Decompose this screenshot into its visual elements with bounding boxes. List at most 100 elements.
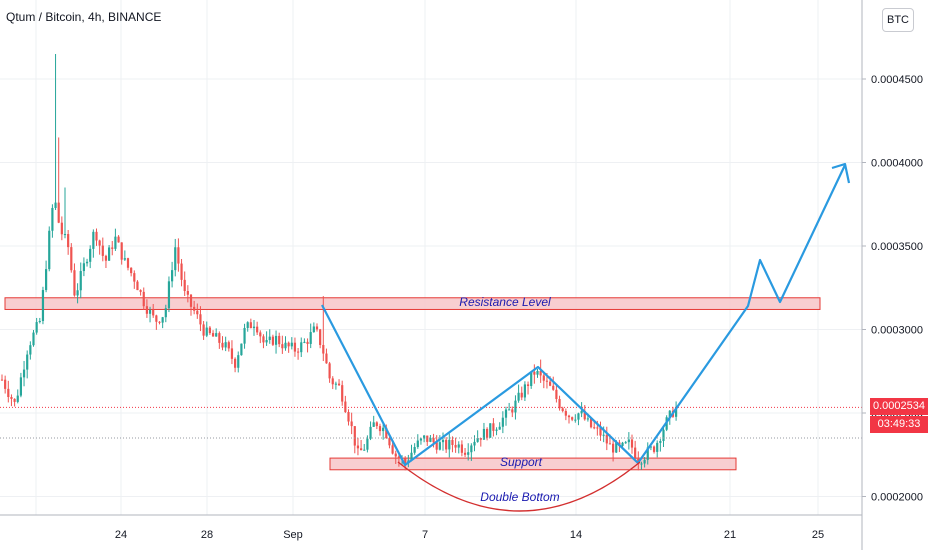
candle-body — [148, 309, 152, 314]
candle-body — [259, 332, 262, 337]
candle-body — [514, 400, 517, 413]
candle-body — [580, 410, 583, 414]
candle-body — [60, 222, 63, 235]
candle-body — [495, 429, 498, 431]
candle-body — [177, 247, 180, 264]
candle-body — [542, 375, 545, 381]
candle-body — [337, 383, 341, 386]
currency-button[interactable]: BTC — [882, 8, 914, 32]
candle-body — [133, 273, 136, 282]
candle-body — [32, 332, 35, 346]
candle-body — [429, 437, 432, 442]
candle-body — [612, 443, 615, 453]
candle-body — [533, 371, 536, 375]
candle-body — [252, 326, 256, 329]
candle-body — [404, 458, 407, 464]
candle-body — [366, 438, 369, 450]
candle-body — [262, 336, 265, 343]
candle-body — [504, 409, 508, 418]
candle-body — [567, 415, 571, 418]
candle-body — [215, 333, 218, 337]
candle-body — [558, 399, 561, 409]
candle-body — [432, 437, 435, 443]
candle-body — [0, 379, 4, 381]
candle-body — [375, 422, 378, 427]
candle-body — [662, 429, 665, 442]
candle-body — [319, 329, 322, 345]
candle-body — [67, 234, 70, 248]
candle-body — [306, 341, 309, 344]
candle-body — [205, 327, 208, 336]
candle-body — [41, 290, 45, 321]
candle-body — [297, 351, 300, 353]
candle-body — [227, 342, 230, 349]
candle-body — [171, 270, 174, 282]
x-tick-label: 14 — [570, 529, 582, 541]
y-tick-label: 0.0004000 — [871, 158, 923, 170]
candle-body — [451, 439, 454, 445]
candle-body — [627, 439, 630, 443]
candle-body — [586, 418, 589, 420]
candle-body — [183, 279, 186, 291]
candle-body — [224, 342, 227, 348]
candle-body — [10, 397, 13, 399]
candle-body — [643, 459, 646, 464]
candle-body — [114, 236, 117, 249]
double-bottom-arc — [397, 461, 641, 512]
candle-body — [489, 423, 492, 438]
candle-body — [486, 428, 489, 438]
candle-body — [501, 417, 504, 427]
candle-body — [199, 314, 202, 325]
candle-body — [646, 447, 649, 460]
candle-body — [16, 395, 19, 402]
candle-body — [583, 410, 586, 420]
x-tick-label: Sep — [283, 529, 303, 541]
candle-body — [189, 294, 193, 307]
candle-body — [325, 353, 328, 364]
candle-body — [476, 438, 479, 442]
candle-body — [130, 267, 133, 274]
y-tick-label: 0.0003000 — [871, 325, 923, 337]
candle-body — [161, 317, 164, 323]
candle-body — [287, 342, 290, 347]
candle-body — [508, 409, 511, 411]
candle-body — [268, 336, 271, 341]
x-tick-label: 24 — [115, 529, 127, 541]
candle-body — [498, 426, 501, 430]
candle-body — [208, 327, 211, 334]
candle-body — [479, 438, 482, 440]
candle-body — [341, 385, 344, 402]
candle-body — [523, 384, 526, 398]
candle-body — [492, 423, 495, 431]
candle-body — [448, 439, 451, 450]
candle-body — [4, 379, 7, 389]
symbol-title: Qtum / Bitcoin, 4h, BINANCE — [6, 10, 162, 24]
candle-body — [419, 438, 423, 441]
candle-body — [353, 426, 356, 446]
candle-body — [649, 446, 652, 448]
candle-body — [536, 370, 539, 375]
candle-body — [290, 342, 293, 347]
candle-body — [511, 409, 514, 413]
bar-countdown-tag: 03:49:33 — [870, 416, 928, 434]
candle-body — [545, 380, 549, 382]
candle-body — [202, 324, 205, 336]
candle-body — [19, 377, 22, 396]
candle-body — [454, 444, 457, 448]
candle-body — [303, 341, 306, 343]
candle-body — [92, 231, 95, 249]
candle-body — [164, 308, 167, 318]
candle-body — [158, 321, 161, 323]
candle-body — [117, 236, 120, 243]
candle-body — [126, 258, 130, 268]
candle-body — [22, 369, 26, 378]
candle-body — [457, 444, 460, 448]
candle-body — [334, 383, 337, 385]
x-tick-label: 7 — [422, 529, 428, 541]
candle-body — [89, 248, 92, 262]
candle-body — [26, 354, 29, 370]
candle-body — [196, 310, 199, 315]
candle-body — [526, 384, 530, 386]
candle-body — [539, 370, 542, 376]
